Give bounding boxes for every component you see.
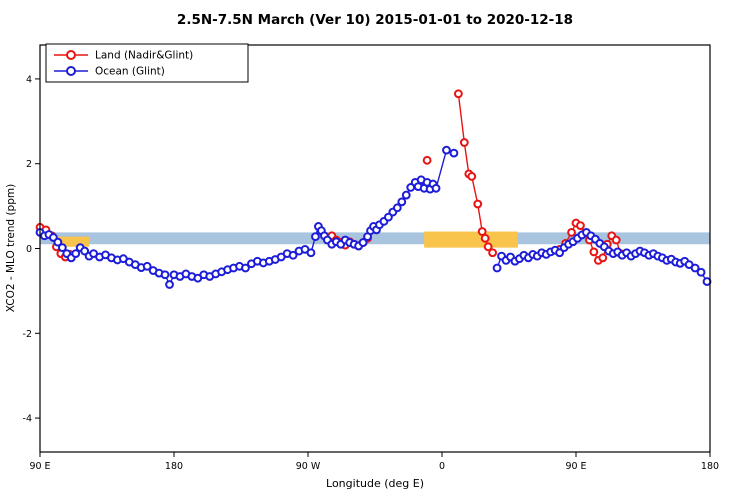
- land-point: [598, 253, 608, 263]
- land-point: [567, 227, 576, 237]
- land-point: [483, 242, 493, 252]
- y-tick-label: -4: [23, 414, 32, 425]
- legend-box: [45, 43, 249, 83]
- ocean-point: [288, 250, 298, 260]
- land-point: [576, 221, 585, 231]
- legend-ocean-marker-icon: [66, 66, 76, 76]
- bands-layer: [40, 231, 710, 248]
- ocean-point: [358, 238, 368, 247]
- land-point: [477, 227, 487, 236]
- chart-title: 2.5N-7.5N March (Ver 10) 2015-01-01 to 2…: [177, 12, 573, 28]
- ocean-point: [690, 263, 700, 273]
- x-tick-label: 90 E: [565, 461, 586, 472]
- land-point: [488, 248, 498, 258]
- x-tick-label: 180: [165, 461, 183, 472]
- x-tick-label: 90 E: [29, 461, 50, 472]
- x-tick-label: 0: [439, 461, 445, 472]
- ocean-point: [442, 145, 451, 155]
- land-point: [480, 233, 490, 243]
- ocean-point: [165, 280, 174, 289]
- land-point: [422, 155, 432, 165]
- y-tick-label: 0: [26, 244, 32, 255]
- ocean-point: [397, 197, 407, 207]
- land-line: [457, 93, 494, 254]
- ocean-point: [492, 263, 502, 273]
- legend: Land (Nadir&Glint) Ocean (Glint): [45, 43, 249, 83]
- ocean-point: [71, 249, 81, 258]
- axes-layer: 90 E 180 90 W 0 90 E 180 -4 -2 0 2 4: [23, 44, 719, 472]
- legend-label-land: Land (Nadir&Glint): [95, 50, 193, 62]
- legend-label-ocean: Ocean (Glint): [95, 66, 165, 78]
- ocean-point: [53, 237, 63, 247]
- land-point: [589, 247, 599, 257]
- ocean-point: [57, 243, 67, 253]
- ocean-point: [241, 263, 250, 273]
- legend-land-marker-icon: [66, 50, 76, 60]
- highlight-band: [424, 231, 518, 248]
- highlight-band: [54, 236, 90, 247]
- y-tick-label: -2: [23, 329, 32, 340]
- ocean-point: [401, 190, 411, 200]
- ocean-point: [311, 232, 320, 242]
- land-point: [467, 172, 477, 181]
- x-axis-label: Longitude (deg E): [326, 477, 424, 490]
- land-point: [459, 138, 469, 147]
- ocean-point: [696, 267, 706, 277]
- x-tick-label: 90 W: [296, 461, 321, 472]
- ocean-point: [392, 203, 402, 213]
- ocean-point: [160, 270, 170, 280]
- land-point: [473, 199, 483, 209]
- land-point: [453, 89, 463, 99]
- ocean-point: [306, 248, 316, 258]
- y-tick-label: 2: [26, 159, 32, 170]
- reference-band: [40, 232, 710, 245]
- series-layer: [35, 89, 712, 289]
- x-tick-label: 180: [701, 461, 719, 472]
- y-axis-label: XCO2 - MLO trend (ppm): [5, 184, 17, 312]
- land-point: [611, 235, 621, 245]
- ocean-point: [449, 148, 459, 158]
- ocean-point: [142, 261, 152, 271]
- ocean-point: [431, 183, 441, 193]
- y-tick-label: 4: [26, 74, 32, 85]
